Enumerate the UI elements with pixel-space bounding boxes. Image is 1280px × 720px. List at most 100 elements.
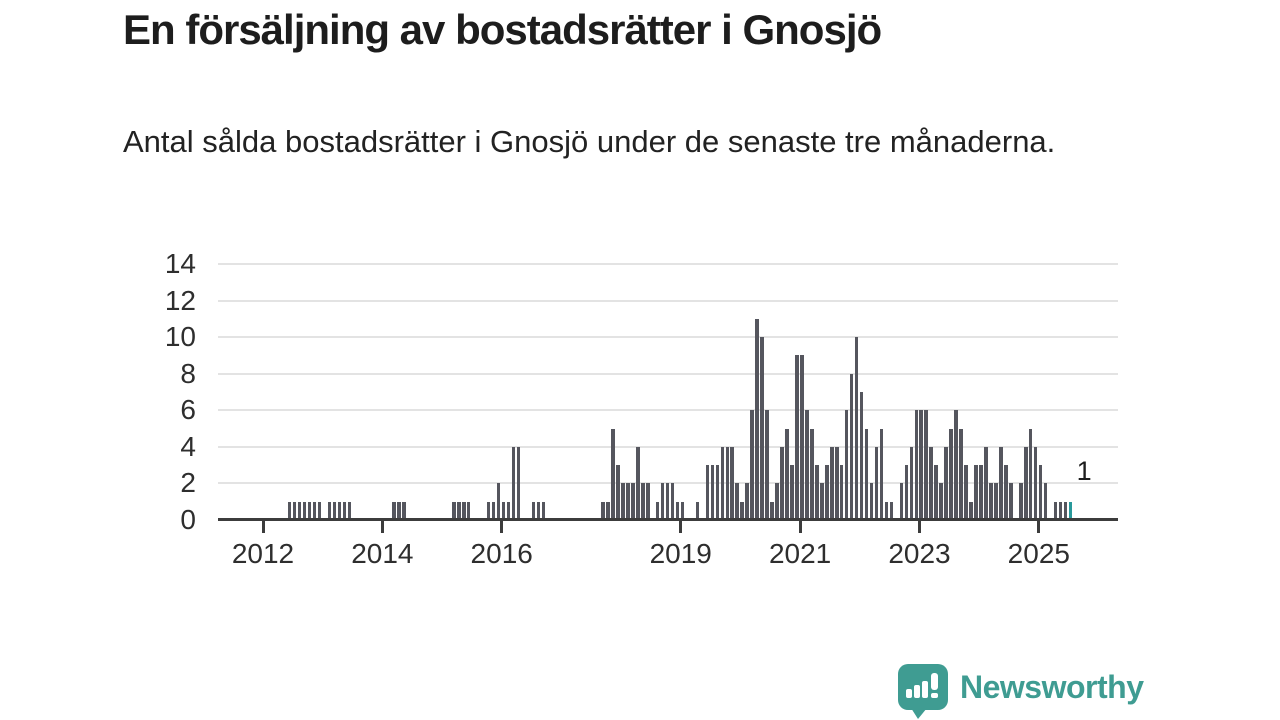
bar (302, 501, 307, 520)
bar (456, 501, 461, 520)
x-axis-tick (917, 520, 921, 533)
bar (824, 465, 829, 520)
exclamation-icon (931, 673, 938, 690)
bar (969, 501, 973, 520)
y-axis-label: 6 (180, 394, 196, 426)
bar (347, 501, 352, 520)
bar (496, 483, 501, 520)
x-axis-tick (679, 520, 683, 533)
gridline (218, 299, 1118, 302)
bar (800, 355, 804, 520)
bar (611, 428, 615, 520)
x-axis-tick (261, 520, 265, 533)
bar (660, 483, 665, 520)
bar (606, 501, 610, 520)
bar (874, 446, 879, 520)
gridline (218, 445, 1118, 448)
bar (849, 373, 854, 520)
x-axis-label: 2014 (351, 538, 414, 569)
bar (879, 428, 884, 520)
bar (715, 465, 720, 520)
bar (292, 501, 297, 520)
x-axis-label: 2025 (1007, 538, 1070, 569)
bar (287, 501, 292, 520)
bar (337, 501, 342, 520)
gridline (218, 262, 1118, 265)
gridline (218, 336, 1118, 339)
bar (884, 501, 889, 520)
highlighted-bar (1068, 501, 1073, 520)
bar (999, 446, 1003, 520)
bar (864, 428, 869, 520)
x-axis-tick (798, 520, 802, 533)
bar (735, 483, 740, 520)
bar (402, 501, 406, 520)
y-axis-label: 14 (164, 247, 196, 279)
exclamation-dot-icon (931, 693, 938, 698)
bar (720, 446, 725, 520)
bar (1023, 446, 1028, 520)
bar (829, 446, 834, 520)
bar (939, 483, 943, 520)
bar (839, 465, 844, 520)
bar (392, 501, 396, 520)
bar (461, 501, 466, 520)
bar (506, 501, 511, 520)
bar (501, 501, 506, 520)
bar (904, 465, 909, 520)
x-axis-label: 2023 (888, 538, 951, 569)
bar (959, 428, 963, 520)
y-axis-label: 12 (164, 284, 196, 316)
mini-bar-icon (914, 685, 920, 698)
speech-bubble-tail (911, 708, 927, 719)
bar (815, 465, 819, 520)
bar (675, 501, 680, 520)
bar (964, 465, 968, 520)
bar (755, 318, 759, 520)
newsworthy-logo-text: Newsworthy (960, 668, 1144, 705)
bar (640, 483, 645, 520)
newsworthy-chart-bubble-icon (898, 664, 948, 719)
bar (695, 501, 700, 520)
bar (626, 483, 630, 520)
y-axis-label: 8 (180, 357, 196, 389)
bar (536, 501, 541, 520)
bar (312, 501, 317, 520)
x-axis-label: 2016 (470, 538, 533, 569)
bar (491, 501, 496, 520)
bar (451, 501, 456, 520)
bar (924, 410, 929, 520)
bar (994, 483, 998, 520)
bar (1058, 501, 1063, 520)
bar (909, 446, 914, 520)
newsworthy-logo: Newsworthy (898, 664, 1144, 719)
bar (984, 446, 988, 520)
x-axis-label: 2012 (231, 538, 295, 569)
bar (397, 501, 401, 520)
bar (795, 355, 799, 520)
bar (1018, 483, 1023, 520)
bar (944, 446, 948, 520)
bar (745, 483, 749, 520)
bar (899, 483, 904, 520)
bar (889, 501, 894, 520)
bar (949, 428, 953, 520)
bar (332, 501, 337, 520)
bar (297, 501, 302, 520)
mini-bar-icon (922, 681, 928, 698)
bar (760, 337, 764, 520)
bar (844, 410, 849, 520)
bar (780, 446, 784, 520)
bar (730, 446, 735, 520)
chart-subtitle: Antal sålda bostadsrätter i Gnosjö under… (123, 124, 1056, 159)
mini-bar-icon (906, 689, 912, 698)
bar (317, 501, 322, 520)
bar (790, 465, 794, 520)
bar (1038, 465, 1043, 520)
x-axis-label: 2021 (768, 538, 832, 569)
bar (531, 501, 536, 520)
bar (919, 410, 924, 520)
bar (541, 501, 546, 520)
bar (616, 465, 620, 520)
